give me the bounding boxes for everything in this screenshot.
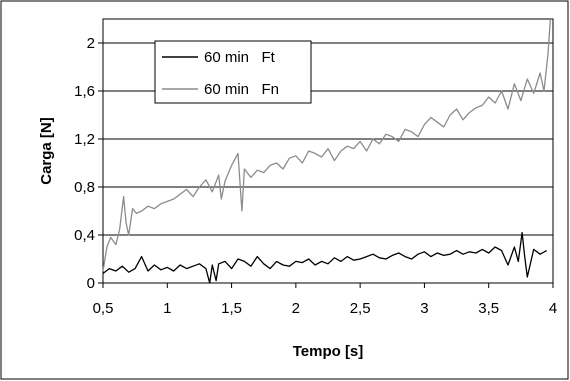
x-axis-ticks: 0,5 1 1,5 2 2,5 3 3,5 4 xyxy=(93,283,557,317)
x-tick-label: 4 xyxy=(549,300,557,317)
x-tick-label: 2,5 xyxy=(350,300,371,317)
x-tick-label: 3 xyxy=(420,300,428,317)
x-tick-label: 3,5 xyxy=(478,300,499,317)
y-tick-label: 1,2 xyxy=(74,131,95,148)
series-lines xyxy=(102,18,552,284)
y-tick-label: 0,8 xyxy=(74,179,95,196)
legend-label-ft: 60 min Ft xyxy=(204,49,276,66)
legend-label-fn: 60 min Fn xyxy=(204,81,279,98)
legend-box xyxy=(154,40,312,104)
y-axis-ticks: 0 0,4 0,8 1,2 1,6 2 xyxy=(74,35,103,292)
series-line-fn xyxy=(102,18,552,272)
y-tick-label: 1,6 xyxy=(74,83,95,100)
series-line-ft xyxy=(102,231,547,284)
x-tick-label: 0,5 xyxy=(93,300,114,317)
y-axis-title: Carga [N] xyxy=(38,117,55,185)
y-tick-label: 0 xyxy=(87,275,95,292)
x-axis-title: Tempo [s] xyxy=(293,343,364,360)
y-tick-label: 0,4 xyxy=(74,227,95,244)
x-tick-label: 1 xyxy=(163,300,171,317)
x-tick-label: 2 xyxy=(292,300,300,317)
legend: 60 min Ft 60 min Fn xyxy=(154,40,312,104)
x-tick-label: 1,5 xyxy=(221,300,242,317)
y-tick-label: 2 xyxy=(87,35,95,52)
